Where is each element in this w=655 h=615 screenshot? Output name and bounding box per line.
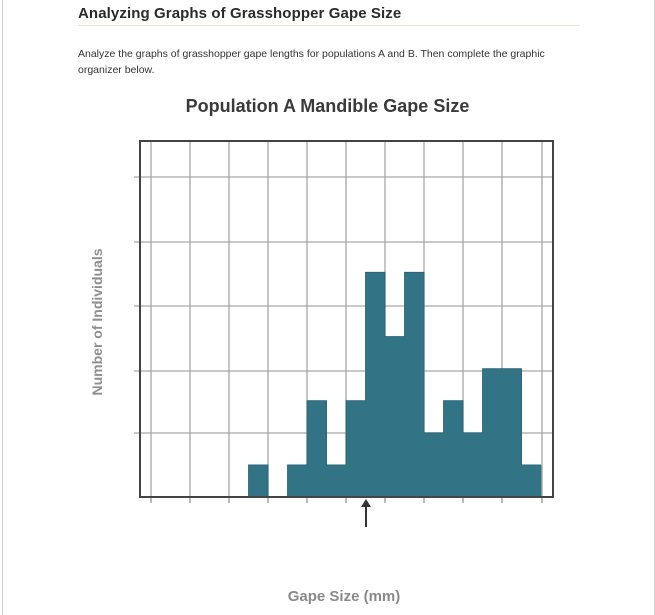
arrow-up-icon (361, 499, 371, 527)
chart-frame (139, 140, 554, 498)
intro-text: Analyze the graphs of grasshopper gape l… (78, 48, 545, 76)
x-axis-label: Gape Size (mm) (287, 588, 401, 605)
chart-title: Population A Mandible Gape Size (185, 96, 470, 116)
page-heading: Analyzing Graphs of Grasshopper Gape Siz… (78, 5, 402, 22)
heading-divider (78, 25, 580, 26)
y-axis-label: Number of Individuals (89, 248, 105, 396)
chart-bars (229, 271, 542, 498)
